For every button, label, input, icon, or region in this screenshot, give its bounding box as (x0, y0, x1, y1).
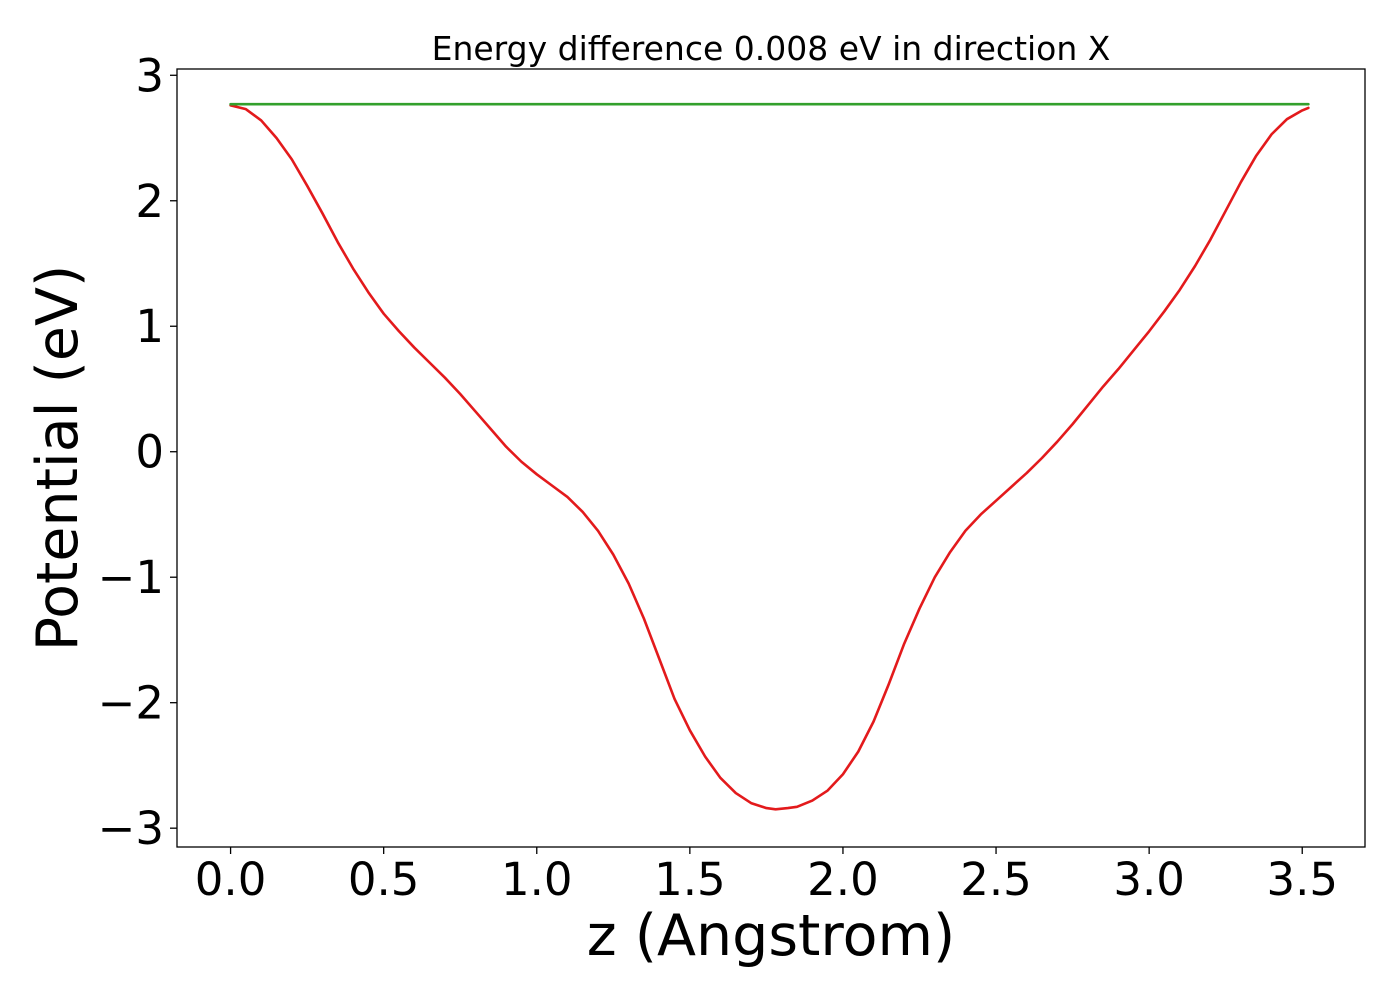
y-tick-label: 3 (135, 49, 164, 102)
x-tick-label: 0.0 (195, 853, 267, 906)
x-tick-label: 2.0 (807, 853, 879, 906)
y-tick-label: 2 (135, 175, 164, 228)
y-tick-label: −2 (98, 677, 164, 730)
y-tick-label: 1 (135, 300, 164, 353)
y-tick-label: −1 (98, 551, 164, 604)
y-tick-label: −3 (98, 802, 164, 855)
x-tick-label: 3.0 (1113, 853, 1185, 906)
x-tick-label: 1.0 (501, 853, 573, 906)
series-layer (229, 102, 1310, 811)
chart-title: Energy difference 0.008 eV in direction … (432, 29, 1111, 68)
y-axis: −3 −2 −1 0 1 2 3 (98, 49, 177, 855)
x-tick-label: 3.5 (1266, 853, 1338, 906)
x-axis-label: z (Angstrom) (587, 903, 955, 969)
y-tick-label: 0 (135, 426, 164, 479)
x-axis: 0.0 0.5 1.0 1.5 2.0 2.5 3.0 3.5 (195, 847, 1338, 906)
plot-frame (176, 68, 1366, 848)
y-axis-label: Potential (eV) (25, 265, 91, 651)
x-tick-label: 1.5 (654, 853, 726, 906)
x-tick-label: 0.5 (348, 853, 420, 906)
x-tick-label: 2.5 (960, 853, 1032, 906)
series-line-0 (229, 104, 1310, 811)
